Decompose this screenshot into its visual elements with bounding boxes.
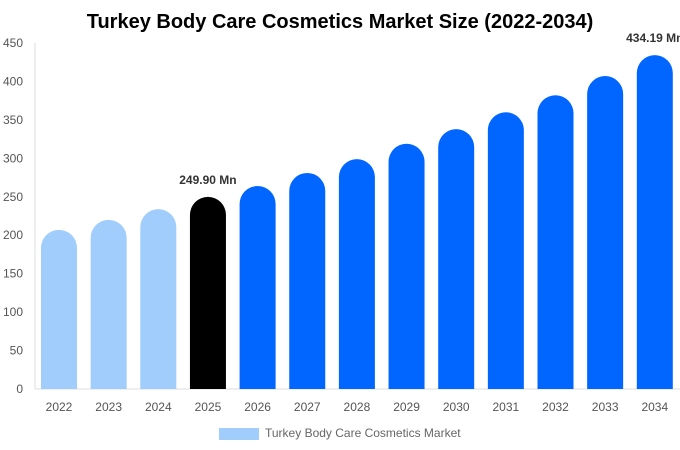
- bar-2024: [140, 209, 177, 389]
- data-label: 249.90 Mn: [179, 173, 236, 187]
- y-tick-label: 250: [3, 190, 23, 204]
- bar-2023: [90, 219, 127, 389]
- x-tick-label: 2033: [592, 400, 619, 414]
- bar-2027: [289, 172, 326, 389]
- y-tick-label: 300: [3, 151, 23, 165]
- y-tick-label: 50: [10, 344, 24, 358]
- bar-2026: [239, 186, 276, 389]
- bar-2029: [388, 143, 425, 389]
- y-tick-label: 150: [3, 267, 23, 281]
- x-tick-label: 2030: [443, 400, 470, 414]
- y-tick-label: 100: [3, 305, 23, 319]
- y-tick-label: 0: [16, 382, 23, 396]
- bar-2030: [438, 129, 475, 390]
- chart-title: Turkey Body Care Cosmetics Market Size (…: [87, 11, 594, 33]
- data-label: 434.19 Mn: [626, 31, 680, 45]
- y-tick-label: 350: [3, 113, 23, 127]
- bar-2022: [41, 229, 77, 389]
- legend-label[interactable]: Turkey Body Care Cosmetics Market: [265, 426, 461, 440]
- x-tick-label: 2024: [145, 400, 172, 414]
- legend-swatch: [219, 428, 259, 440]
- x-tick-label: 2027: [294, 400, 321, 414]
- bar-2034: [636, 55, 673, 390]
- x-tick-label: 2032: [542, 400, 569, 414]
- bar-2031: [487, 112, 524, 389]
- bar-2028: [338, 159, 375, 389]
- y-tick-label: 450: [3, 36, 23, 50]
- x-tick-label: 2034: [641, 400, 668, 414]
- x-tick-label: 2026: [244, 400, 271, 414]
- bar-2033: [587, 76, 624, 389]
- x-tick-label: 2022: [46, 400, 73, 414]
- y-tick-label: 200: [3, 228, 23, 242]
- bar-2032: [537, 95, 574, 389]
- x-tick-label: 2028: [344, 400, 371, 414]
- x-tick-label: 2029: [393, 400, 420, 414]
- x-tick-label: 2025: [195, 400, 222, 414]
- x-tick-label: 2023: [95, 400, 122, 414]
- y-tick-label: 400: [3, 74, 23, 88]
- bar-2025: [189, 196, 226, 389]
- x-tick-label: 2031: [492, 400, 519, 414]
